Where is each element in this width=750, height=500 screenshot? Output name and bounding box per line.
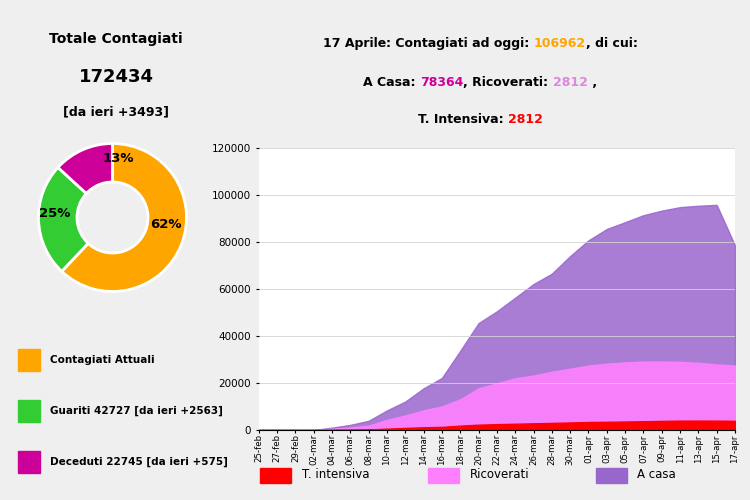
- Wedge shape: [58, 144, 112, 194]
- Bar: [427, 468, 459, 482]
- Text: , Ricoverati:: , Ricoverati:: [464, 76, 553, 88]
- Text: Contagiati Attuali: Contagiati Attuali: [50, 355, 154, 365]
- Wedge shape: [38, 168, 88, 272]
- Text: 2812: 2812: [508, 113, 542, 126]
- Bar: [260, 468, 291, 482]
- Bar: [18, 451, 40, 473]
- Text: 2812: 2812: [553, 76, 588, 88]
- Text: T. intensiva: T. intensiva: [302, 468, 369, 481]
- Text: : Contagiati ad oggi:: : Contagiati ad oggi:: [386, 38, 533, 51]
- Text: T. Intensiva:: T. Intensiva:: [418, 113, 508, 126]
- Text: [da ieri +3493]: [da ieri +3493]: [63, 105, 170, 118]
- Text: 172434: 172434: [79, 68, 154, 86]
- Text: A Casa:: A Casa:: [363, 76, 420, 88]
- Text: Deceduti 22745 [da ieri +575]: Deceduti 22745 [da ieri +575]: [50, 457, 228, 467]
- Text: A casa: A casa: [638, 468, 676, 481]
- Bar: [18, 400, 40, 422]
- Text: Ricoverati: Ricoverati: [470, 468, 530, 481]
- Text: ,: ,: [588, 76, 597, 88]
- Text: 17 Aprile: 17 Aprile: [322, 38, 386, 51]
- Text: Guariti 42727 [da ieri +2563]: Guariti 42727 [da ieri +2563]: [50, 406, 224, 416]
- Text: 106962: 106962: [533, 38, 586, 51]
- Text: 25%: 25%: [39, 208, 70, 220]
- Text: 13%: 13%: [103, 152, 134, 165]
- Text: 78364: 78364: [420, 76, 464, 88]
- Text: , di cui:: , di cui:: [586, 38, 638, 51]
- Text: Totale Contagiati: Totale Contagiati: [50, 32, 183, 46]
- Text: 62%: 62%: [150, 218, 182, 232]
- Bar: [18, 349, 40, 371]
- Wedge shape: [62, 144, 187, 292]
- Bar: [596, 468, 627, 482]
